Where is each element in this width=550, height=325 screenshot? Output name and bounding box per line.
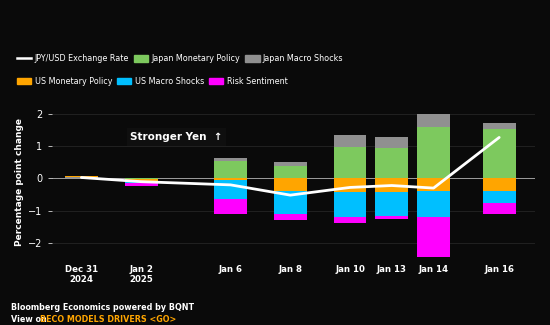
Text: BECO MODELS DRIVERS <GO>: BECO MODELS DRIVERS <GO> <box>40 315 176 324</box>
Bar <box>483 178 515 191</box>
Bar <box>483 123 515 129</box>
Bar <box>483 129 515 178</box>
Bar <box>375 148 408 178</box>
Bar <box>483 203 515 214</box>
Text: View on: View on <box>11 315 49 324</box>
Text: Stronger Yen  ↑: Stronger Yen ↑ <box>130 132 223 142</box>
Bar <box>214 178 247 180</box>
Bar <box>274 178 307 191</box>
Text: Bloomberg Economics powered by BQNT: Bloomberg Economics powered by BQNT <box>11 303 194 312</box>
Bar <box>417 127 450 178</box>
Bar <box>417 114 450 127</box>
Bar <box>417 178 450 191</box>
Y-axis label: Percentage point change: Percentage point change <box>15 118 24 246</box>
Bar <box>417 217 450 257</box>
Bar <box>125 183 157 186</box>
Bar <box>333 192 366 217</box>
Bar <box>333 147 366 178</box>
Bar <box>125 181 157 183</box>
Bar <box>274 214 307 219</box>
Bar <box>65 176 98 177</box>
Bar <box>417 191 450 217</box>
Bar <box>483 191 515 203</box>
Bar <box>65 177 98 178</box>
Bar <box>214 161 247 178</box>
Bar <box>333 135 366 147</box>
Bar <box>375 137 408 148</box>
Bar <box>214 199 247 215</box>
Bar <box>274 162 307 166</box>
Bar <box>375 178 408 192</box>
Bar <box>274 166 307 178</box>
Bar <box>333 217 366 223</box>
Bar <box>214 180 247 199</box>
Bar <box>333 178 366 192</box>
Bar <box>274 191 307 214</box>
Bar <box>125 178 157 179</box>
Bar <box>375 192 408 216</box>
Legend: US Monetary Policy, US Macro Shocks, Risk Sentiment: US Monetary Policy, US Macro Shocks, Ris… <box>17 77 287 86</box>
Bar <box>375 216 408 219</box>
Bar <box>214 158 247 161</box>
Bar <box>125 179 157 181</box>
